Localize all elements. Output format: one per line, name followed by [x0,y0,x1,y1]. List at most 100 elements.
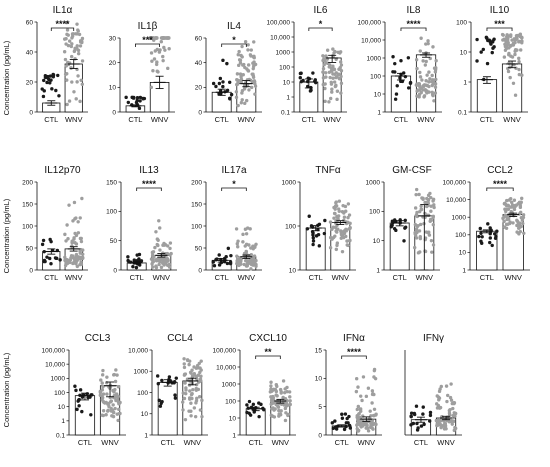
ctl-data-point [406,86,411,90]
wnv-data-point [249,253,254,257]
wnv-data-point [327,100,331,104]
ctl-data-point [412,412,417,417]
wnv-data-point [239,80,243,84]
ctl-data-point [124,95,128,100]
wnv-data-point [235,254,239,258]
wnv-data-point [339,231,343,235]
wnv-data-point [239,101,244,105]
wnv-data-point [426,39,430,43]
wnv-data-point [100,397,104,402]
wnv-data-point [339,74,343,79]
category-label-wnv: WNV [437,438,455,447]
ctl-data-point [55,256,59,261]
wnv-data-point [420,78,424,82]
category-label-ctl: CTL [44,115,58,124]
wnv-data-point [183,417,188,422]
wnv-data-point [323,86,327,91]
y-tick-label: 1 [144,432,148,439]
wnv-data-point [335,89,340,93]
ctl-data-point [317,244,322,248]
wnv-data-point [79,78,83,82]
wnv-data-point [415,66,419,71]
wnv-data-point [339,68,344,73]
ctl-data-point [225,61,229,66]
y-tick-label: 60 [26,19,34,26]
ctl-data-point [479,50,483,54]
ctl-data-point [411,421,416,426]
ctl-data-point [343,412,348,416]
wnv-data-point [198,370,202,375]
wnv-data-point [66,33,70,37]
ctl-data-point [298,76,302,80]
ctl-data-point [166,381,170,385]
wnv-data-point [169,251,173,256]
wnv-data-point [342,215,347,219]
wnv-data-point [69,54,74,59]
ctl-data-point [135,253,139,257]
wnv-data-point [154,264,158,268]
wnv-data-point [198,408,203,412]
ctl-data-point [227,96,232,101]
ctl-data-point [317,222,322,226]
wnv-data-point [282,390,287,395]
wnv-data-point [432,203,436,207]
category-label-ctl: CTL [414,438,428,447]
panel-title: CCL2 [487,165,513,176]
wnv-data-point [414,187,419,192]
wnv-data-point [445,393,450,398]
wnv-data-point [252,254,257,258]
wnv-data-point [448,407,452,412]
wnv-data-point [330,90,334,94]
wnv-data-point [194,382,199,387]
wnv-data-point [347,213,352,217]
wnv-data-point [65,223,69,227]
wnv-data-point [189,401,193,405]
wnv-data-point [274,393,278,397]
wnv-data-point [254,264,258,268]
y-tick-label: 1 [286,94,290,101]
wnv-data-point [502,225,507,229]
wnv-data-point [328,220,333,224]
wnv-data-point [506,222,510,226]
wnv-data-point [518,205,523,210]
ctl-data-point [403,218,407,223]
wnv-data-point [66,237,70,241]
significance-label: * [232,179,236,189]
wnv-data-point [69,44,74,49]
wnv-data-point [414,212,419,217]
ctl-data-point [224,255,228,259]
wnv-data-point [451,413,456,418]
category-label-wnv: WNV [332,273,350,282]
wnv-data-point [67,203,71,207]
wnv-data-point [424,230,428,234]
wnv-data-point [348,226,352,231]
wnv-data-point [78,257,82,261]
y-tick-label: 150 [106,179,117,186]
wnv-data-point [160,36,164,40]
panel-title: IL1β [138,21,158,32]
wnv-data-point [339,81,344,86]
wnv-data-point [335,227,339,232]
ctl-data-point [428,410,433,415]
wnv-data-point [251,257,255,261]
wnv-data-point [75,32,79,36]
wnv-data-point [519,210,523,215]
wnv-data-point [444,384,449,388]
wnv-data-point [355,413,359,418]
wnv-data-point [372,367,377,372]
wnv-data-point [508,34,513,39]
category-label-wnv: WNV [504,273,522,282]
wnv-data-point [512,203,516,208]
significance-bracket [341,355,367,359]
wnv-data-point [329,69,334,73]
ctl-data-point [394,92,399,96]
y-tick-label: 100 [279,64,290,71]
y-tick-label: 100 [455,232,466,239]
wnv-data-point [245,259,250,263]
wnv-data-point [435,406,440,410]
ctl-data-point [219,260,223,265]
wnv-data-point [200,398,204,403]
wnv-data-point [346,202,351,206]
wnv-data-point [517,40,521,44]
y-tick-label: 150 [22,201,33,208]
